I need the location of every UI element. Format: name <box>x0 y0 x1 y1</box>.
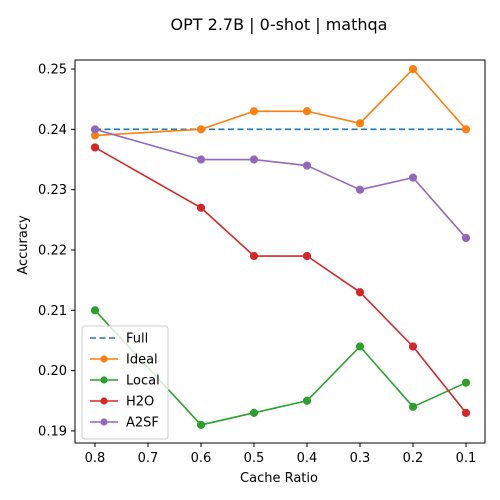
legend: Full Ideal Local H2O A2SF <box>81 325 169 440</box>
data-point-a2sf <box>302 161 312 170</box>
legend-marker-a2sf <box>100 418 108 426</box>
y-tick-label: 0.21 <box>38 304 67 319</box>
data-point-a2sf <box>461 233 471 243</box>
legend-label-full: Full <box>126 332 148 347</box>
data-point-local <box>302 396 312 405</box>
data-point-h2o <box>90 143 100 152</box>
x-tick-label: 0.2 <box>403 451 424 466</box>
data-point-h2o <box>196 203 206 212</box>
axes: 0.8 0.7 0.6 0.5 0.4 0.3 0.2 0.1 0.19 0.20 0.21 0.22… <box>38 59 486 466</box>
x-tick-label: 0.5 <box>244 451 265 466</box>
x-tick-label: 0.6 <box>191 451 212 466</box>
data-point-h2o <box>249 251 259 261</box>
data-point-ideal <box>461 125 471 134</box>
legend-marker-h2o <box>100 397 108 405</box>
data-point-h2o <box>355 288 365 297</box>
y-tick-label: 0.25 <box>38 63 67 78</box>
legend-label-ideal: Ideal <box>126 353 158 368</box>
data-point-a2sf <box>355 185 365 194</box>
data-point-a2sf <box>408 173 418 182</box>
y-axis-label: Accuracy <box>16 215 31 275</box>
x-tick-label: 0.7 <box>138 451 159 466</box>
data-point-ideal <box>196 125 206 134</box>
legend-label-h2o: H2O <box>126 395 154 410</box>
y-tick-label: 0.22 <box>38 243 67 258</box>
legend-label-a2sf: A2SF <box>126 416 159 431</box>
data-point-local <box>355 342 365 351</box>
y-tick-label: 0.24 <box>38 123 67 138</box>
legend-marker-ideal <box>100 355 108 363</box>
chart-title: OPT 2.7B | 0-shot | mathqa <box>171 15 388 34</box>
data-point-ideal <box>355 119 365 128</box>
y-tick-label: 0.23 <box>38 183 67 198</box>
legend-box <box>81 325 169 440</box>
data-point-a2sf <box>90 125 100 134</box>
data-point-ideal <box>408 64 418 74</box>
x-tick-label: 0.3 <box>350 451 371 466</box>
y-tick-label: 0.20 <box>38 364 67 379</box>
data-point-h2o <box>408 342 418 351</box>
data-point-a2sf <box>249 155 259 164</box>
data-point-local <box>196 420 206 430</box>
x-tick-label: 0.4 <box>297 451 318 466</box>
plot-frame <box>74 59 486 444</box>
data-point-local <box>408 402 418 411</box>
data-point-ideal <box>302 107 312 116</box>
plot-area <box>90 64 471 430</box>
data-point-ideal <box>249 107 259 116</box>
legend-label-local: Local <box>126 374 160 389</box>
data-point-local <box>461 378 471 387</box>
x-tick-label: 0.1 <box>456 451 477 466</box>
legend-marker-local <box>100 376 108 384</box>
x-tick-label: 0.8 <box>85 451 106 466</box>
y-tick-label: 0.19 <box>38 424 67 439</box>
data-point-local <box>90 306 100 315</box>
x-axis-label: Cache Ratio <box>240 471 318 486</box>
data-point-a2sf <box>196 155 206 164</box>
data-point-h2o <box>302 251 312 261</box>
data-point-h2o <box>461 408 471 417</box>
data-point-local <box>249 408 259 417</box>
